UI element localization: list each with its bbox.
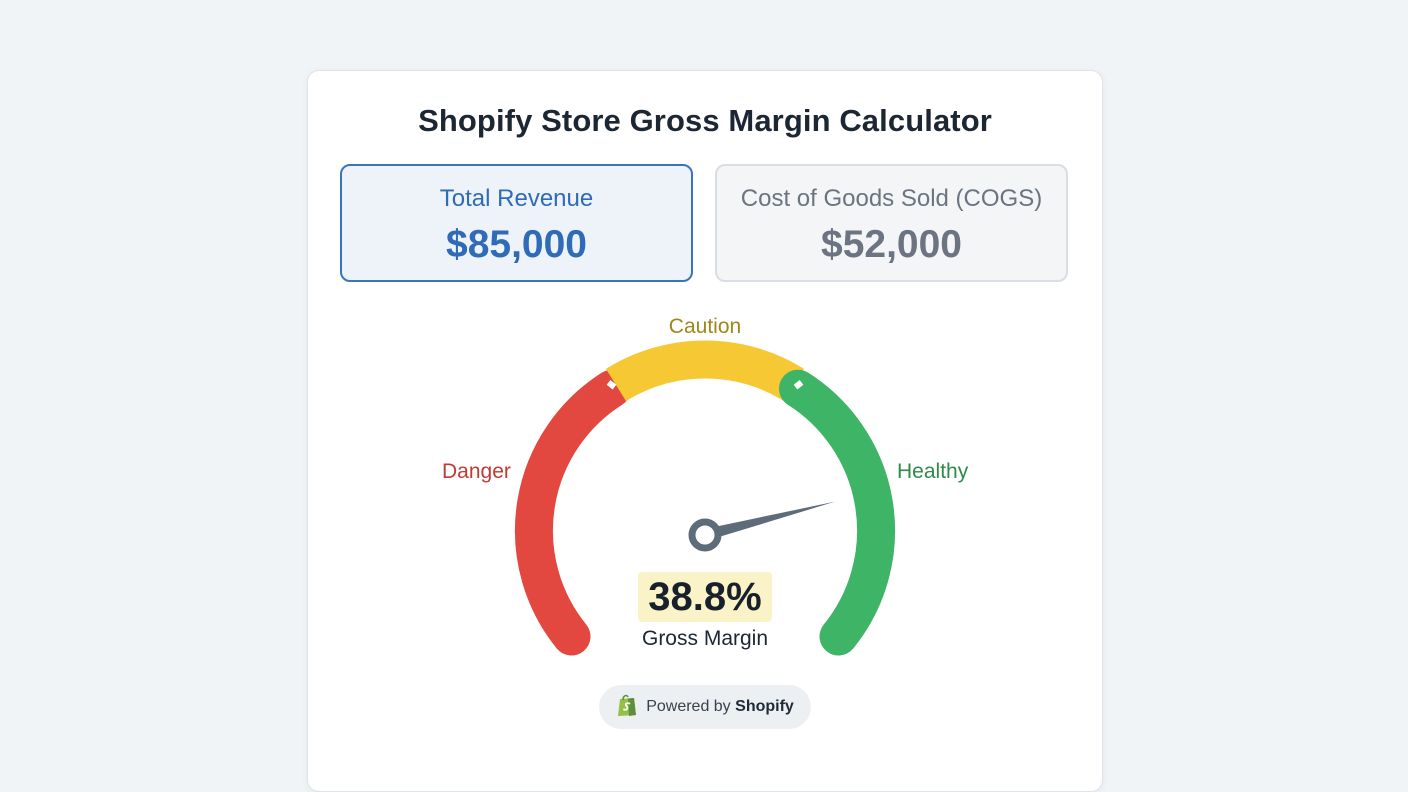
margin-gauge: Caution Danger Healthy 38.8% Gross Margi… [308, 71, 1102, 791]
shopify-bag-icon [616, 693, 638, 722]
total-revenue-label: Total Revenue [439, 185, 594, 212]
powered-by-brand: Shopify [735, 698, 794, 715]
cogs-label: Cost of Goods Sold (COGS) [740, 185, 1043, 212]
gauge-zone-healthy [779, 369, 896, 656]
healthy-label: Healthy [897, 460, 969, 483]
gauge-zone-danger [514, 369, 631, 656]
page-title: Shopify Store Gross Margin Calculator [418, 103, 992, 138]
caution-label: Caution [668, 315, 742, 338]
total-revenue-card: Total Revenue $85,000 [340, 164, 693, 282]
powered-by-text: Powered by [646, 698, 731, 715]
gauge-svg [514, 340, 896, 656]
gauge-needle [703, 501, 835, 541]
gauge-separator [606, 380, 617, 390]
powered-by-badge[interactable]: Powered by Shopify [599, 685, 811, 729]
gross-margin-caption: Gross Margin [641, 627, 769, 650]
gross-margin-value: 38.8% [648, 575, 762, 619]
gauge-zone-caution [605, 340, 805, 402]
total-revenue-value: $85,000 [446, 223, 587, 266]
calculator-card: Shopify Store Gross Margin Calculator To… [307, 70, 1103, 792]
danger-label: Danger [442, 460, 511, 483]
gross-margin-readout: 38.8% [638, 572, 772, 622]
cogs-card: Cost of Goods Sold (COGS) $52,000 [715, 164, 1068, 282]
gauge-separator [793, 380, 804, 390]
cogs-value: $52,000 [821, 223, 962, 266]
gauge-hub [688, 518, 722, 552]
